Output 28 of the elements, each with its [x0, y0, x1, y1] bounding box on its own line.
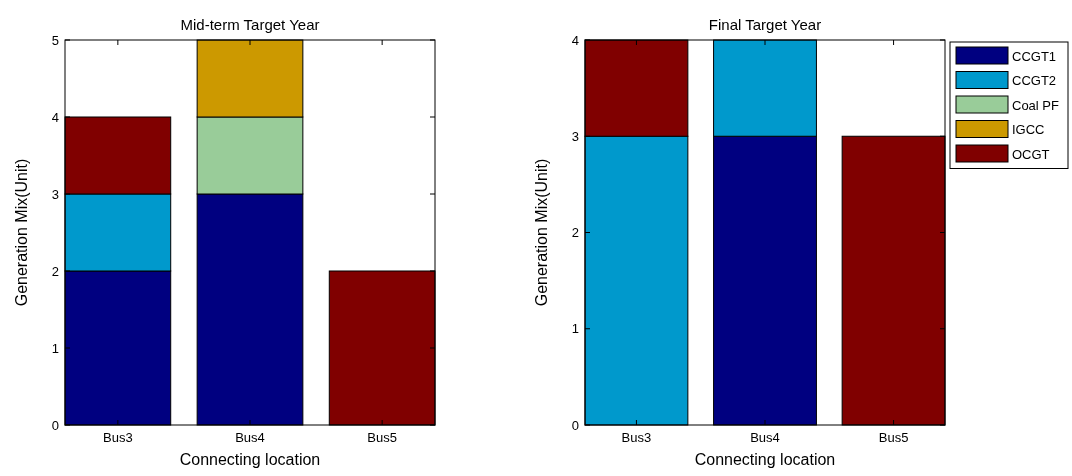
x-tick-label: Bus5	[367, 430, 397, 445]
y-tick-label: 3	[51, 186, 59, 202]
x-axis-title: Connecting location	[694, 451, 836, 468]
x-tick-label: Bus4	[750, 430, 780, 445]
y-axis-title: Generation Mix(Unit)	[533, 158, 550, 307]
y-tick-label: 0	[51, 417, 59, 433]
legend-label: IGCC	[1012, 122, 1045, 138]
y-tick-label: 2	[571, 225, 579, 241]
y-tick-label: 2	[51, 263, 59, 279]
y-tick-label: 4	[571, 32, 579, 48]
x-tick-label: Bus3	[621, 430, 652, 445]
x-tick-label: Bus5	[878, 430, 909, 445]
y-axis-title: Generation Mix(Unit)	[13, 158, 30, 307]
legend-label: Coal PF	[1012, 97, 1060, 113]
y-tick-label: 5	[51, 32, 59, 48]
legend-label: CCGT1	[1012, 48, 1057, 64]
chart-title: Final Target Year	[708, 16, 822, 33]
chart-title: Mid-term Target Year	[180, 16, 320, 33]
x-axis-title: Connecting location	[179, 451, 321, 468]
y-tick-label: 1	[571, 321, 579, 337]
legend-label: CCGT2	[1012, 73, 1057, 89]
x-tick-label: Bus4	[235, 430, 265, 445]
y-tick-label: 3	[571, 128, 579, 144]
y-tick-label: 1	[51, 340, 59, 356]
y-tick-label: 0	[571, 417, 579, 433]
x-tick-label: Bus3	[103, 430, 133, 445]
y-tick-label: 4	[51, 109, 59, 125]
legend-label: OCGT	[1012, 146, 1050, 162]
